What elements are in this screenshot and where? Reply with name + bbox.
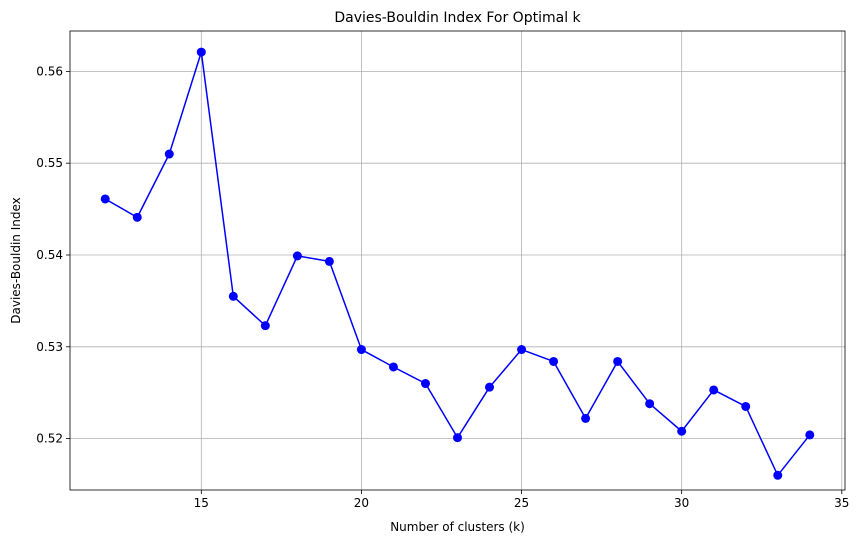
- data-point-marker: [517, 345, 527, 355]
- data-point-marker: [805, 430, 815, 440]
- data-point-marker: [388, 362, 398, 372]
- data-point-marker: [420, 379, 430, 389]
- data-point-marker: [132, 212, 142, 222]
- data-point-marker: [100, 194, 110, 204]
- series-layer: [100, 47, 815, 480]
- data-point-marker: [581, 413, 591, 423]
- x-tick-label: 15: [194, 496, 209, 510]
- y-tick-label: 0.54: [36, 248, 63, 262]
- chart-title: Davies-Bouldin Index For Optimal k: [334, 10, 581, 26]
- x-tick-label: 35: [834, 496, 849, 510]
- data-point-marker: [549, 356, 559, 366]
- y-tick-label: 0.52: [36, 432, 63, 446]
- plot-frame: [69, 30, 846, 491]
- x-axis-label: Number of clusters (k): [390, 520, 525, 534]
- data-point-marker: [292, 251, 302, 261]
- data-point-marker: [645, 399, 655, 409]
- x-tick-label: 25: [514, 496, 529, 510]
- data-point-marker: [196, 47, 206, 57]
- x-tick-label: 20: [354, 496, 369, 510]
- data-point-marker: [164, 149, 174, 159]
- data-point-marker: [709, 385, 719, 395]
- y-tick-label: 0.53: [36, 340, 63, 354]
- data-point-marker: [260, 321, 270, 331]
- y-axis-label: Davies-Bouldin Index: [9, 197, 23, 324]
- y-tick-label: 0.55: [36, 156, 63, 170]
- data-point-marker: [613, 356, 623, 366]
- data-point-marker: [741, 401, 751, 411]
- data-point-marker: [356, 345, 366, 355]
- x-tick-label: 30: [674, 496, 689, 510]
- data-point-marker: [773, 470, 783, 480]
- data-point-marker: [324, 256, 334, 266]
- data-point-marker: [453, 433, 462, 443]
- data-point-marker: [228, 291, 238, 301]
- y-tick-label: 0.56: [36, 64, 63, 78]
- series-line: [104, 51, 811, 477]
- data-point-marker: [485, 382, 495, 392]
- data-point-marker: [677, 426, 687, 436]
- tick-layer: 15 20 25 30 35 0.52 0.53 0.54 0.55 0.56: [36, 64, 849, 510]
